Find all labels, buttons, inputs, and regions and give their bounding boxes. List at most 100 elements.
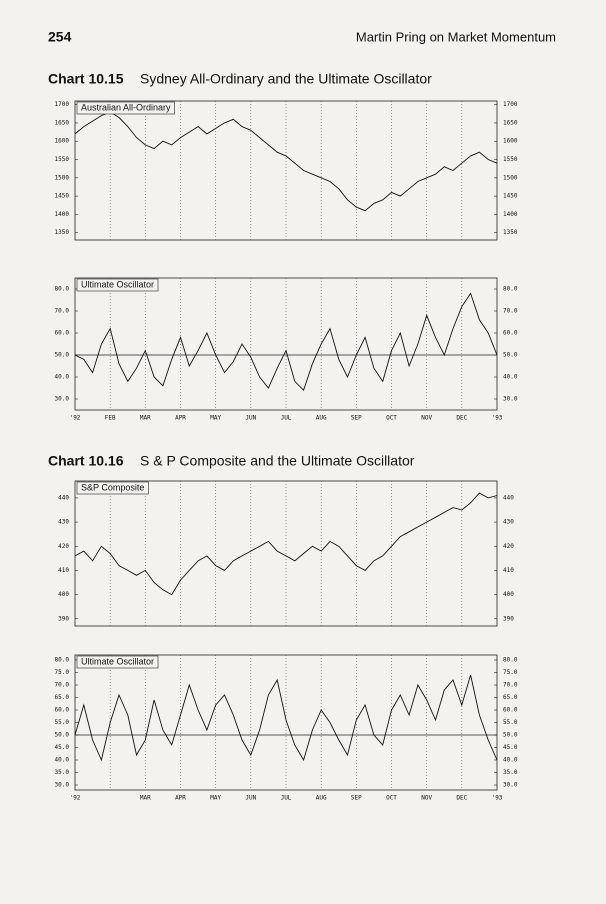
y-tick-label: 1650 xyxy=(55,119,70,126)
y-tick-label: 45.0 xyxy=(55,744,70,751)
x-tick-label: MAY xyxy=(210,795,221,802)
y-tick-label: 1400 xyxy=(55,211,70,218)
x-tick-label: APR xyxy=(175,795,186,802)
y-tick-label: 1600 xyxy=(503,138,518,145)
y-tick-label: 75.0 xyxy=(503,669,518,676)
y-tick-label: 1450 xyxy=(503,193,518,200)
y-tick-label: 440 xyxy=(503,494,514,501)
y-tick-label: 80.0 xyxy=(55,286,70,293)
x-tick-label: DEC xyxy=(456,795,467,802)
y-tick-label: 1650 xyxy=(503,119,518,126)
y-tick-label: 420 xyxy=(58,543,69,550)
x-tick-label: NOV xyxy=(421,795,432,802)
x-tick-label: APR xyxy=(175,415,186,422)
y-tick-label: 50.0 xyxy=(503,352,518,359)
y-tick-label: 60.0 xyxy=(503,330,518,337)
x-tick-label: MAR xyxy=(140,795,151,802)
y-tick-label: 70.0 xyxy=(55,308,70,315)
price-line xyxy=(74,674,498,762)
x-tick-label: OCT xyxy=(386,795,397,802)
y-tick-label: 40.0 xyxy=(503,374,518,381)
panel-title-box xyxy=(76,278,159,292)
x-tick-label: FEB xyxy=(105,415,116,422)
y-tick-label: 50.0 xyxy=(55,732,70,739)
y-tick-label: 30.0 xyxy=(503,396,518,403)
y-tick-label: 30.0 xyxy=(55,396,70,403)
y-tick-label: 75.0 xyxy=(55,669,70,676)
y-tick-label: 1350 xyxy=(503,229,518,236)
y-tick-label: 40.0 xyxy=(503,757,518,764)
y-tick-label: 40.0 xyxy=(55,757,70,764)
y-tick-label: 50.0 xyxy=(503,732,518,739)
panel-title: Australian All-Ordinary xyxy=(81,102,171,112)
panel-title-box xyxy=(76,101,175,115)
x-tick-label: SEP xyxy=(351,795,362,802)
x-tick-label: MAY xyxy=(210,415,221,422)
y-tick-label: 30.0 xyxy=(55,782,70,789)
y-tick-label: 60.0 xyxy=(503,707,518,714)
y-tick-label: 1500 xyxy=(503,174,518,181)
y-tick-label: 30.0 xyxy=(503,782,518,789)
panel-title: S&P Composite xyxy=(81,482,144,492)
y-tick-label: 55.0 xyxy=(503,719,518,726)
price-line xyxy=(74,111,498,212)
y-tick-label: 65.0 xyxy=(55,694,70,701)
panel-title: Ultimate Oscillator xyxy=(81,656,154,666)
price-line xyxy=(74,292,498,392)
y-tick-label: 80.0 xyxy=(55,657,70,664)
x-tick-label: JUL xyxy=(281,795,292,802)
y-tick-label: 80.0 xyxy=(503,657,518,664)
x-tick-label: '92 xyxy=(70,795,81,802)
x-tick-label: '93 xyxy=(492,415,503,422)
y-tick-label: 35.0 xyxy=(55,769,70,776)
y-tick-label: 400 xyxy=(58,591,69,598)
y-tick-label: 45.0 xyxy=(503,744,518,751)
y-tick-label: 70.0 xyxy=(503,308,518,315)
x-tick-label: NOV xyxy=(421,415,432,422)
x-tick-label: JUL xyxy=(281,415,292,422)
y-tick-label: 50.0 xyxy=(55,352,70,359)
x-tick-label: AUG xyxy=(316,795,327,802)
y-tick-label: 1550 xyxy=(55,156,70,163)
figure-number: Chart 10.16 xyxy=(48,453,124,469)
y-tick-label: 70.0 xyxy=(503,682,518,689)
figure-number: Chart 10.15 xyxy=(48,71,124,87)
x-tick-label: JUN xyxy=(245,795,256,802)
x-tick-label: JUN xyxy=(245,415,256,422)
y-tick-label: 35.0 xyxy=(503,769,518,776)
y-tick-label: 440 xyxy=(58,494,69,501)
y-tick-label: 60.0 xyxy=(55,330,70,337)
x-tick-label: '93 xyxy=(492,795,503,802)
panel-title: Ultimate Oscillator xyxy=(81,279,154,289)
price-line xyxy=(74,492,498,596)
figure-title: Sydney All-Ordinary and the Ultimate Osc… xyxy=(140,71,432,87)
y-tick-label: 1500 xyxy=(55,174,70,181)
y-tick-label: 1550 xyxy=(503,156,518,163)
y-tick-label: 60.0 xyxy=(55,707,70,714)
y-tick-label: 1700 xyxy=(503,101,518,108)
y-tick-label: 55.0 xyxy=(55,719,70,726)
x-tick-label: OCT xyxy=(386,415,397,422)
running-title: Martin Pring on Market Momentum xyxy=(356,29,556,44)
x-tick-label: DEC xyxy=(456,415,467,422)
y-tick-label: 1700 xyxy=(55,101,70,108)
y-tick-label: 1600 xyxy=(55,138,70,145)
y-tick-label: 65.0 xyxy=(503,694,518,701)
y-tick-label: 70.0 xyxy=(55,682,70,689)
y-tick-label: 420 xyxy=(503,543,514,550)
panel-title-box xyxy=(76,655,159,669)
y-tick-label: 400 xyxy=(503,591,514,598)
y-tick-label: 80.0 xyxy=(503,286,518,293)
y-tick-label: 390 xyxy=(503,615,514,622)
y-tick-label: 430 xyxy=(503,519,514,526)
figure-title: S & P Composite and the Ultimate Oscilla… xyxy=(140,453,415,469)
y-tick-label: 430 xyxy=(58,519,69,526)
y-tick-label: 1350 xyxy=(55,229,70,236)
y-tick-label: 1450 xyxy=(55,193,70,200)
x-tick-label: AUG xyxy=(316,415,327,422)
y-tick-label: 1400 xyxy=(503,211,518,218)
y-tick-label: 390 xyxy=(58,615,69,622)
panel-title-box xyxy=(76,481,149,495)
